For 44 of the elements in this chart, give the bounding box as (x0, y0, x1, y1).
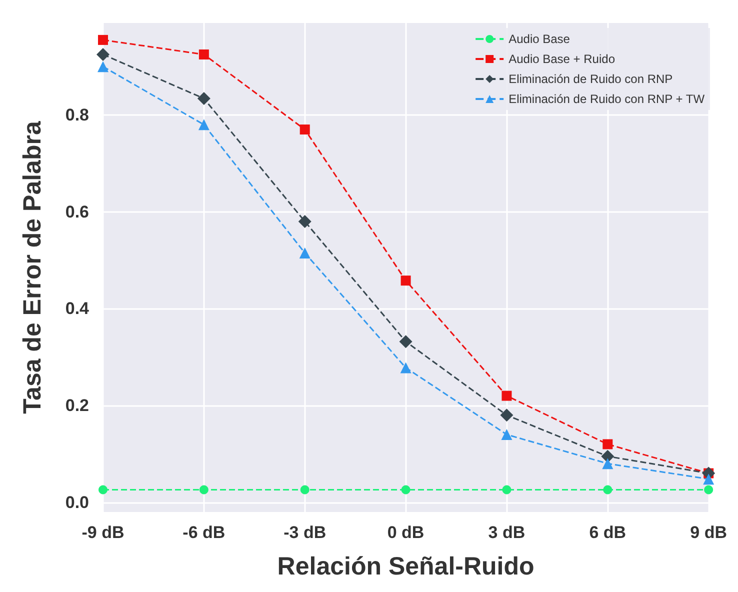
point (197, 92, 210, 106)
y-tick-label: 0.4 (65, 299, 90, 318)
point (602, 458, 614, 470)
point (300, 485, 310, 494)
point (300, 124, 310, 135)
point (500, 408, 514, 422)
point (502, 390, 512, 401)
x-tick-label: 0 dB (387, 523, 424, 542)
point (401, 485, 410, 494)
point (199, 485, 208, 494)
legend-label: Audio Base (508, 32, 570, 46)
x-tick-label: 9 dB (690, 523, 728, 542)
point (198, 49, 209, 60)
x-axis-title: Relación Señal-Ruido (277, 552, 534, 580)
x-tick-label: -3 dB (284, 523, 326, 542)
point (703, 474, 714, 485)
point (502, 485, 512, 494)
point (602, 439, 613, 450)
point (98, 485, 108, 494)
x-tick-label: -9 dB (82, 523, 124, 542)
point (298, 215, 312, 228)
point (299, 247, 310, 258)
point (98, 61, 108, 72)
x-tick-label: 3 dB (488, 523, 526, 542)
y-tick-label: 0.0 (65, 492, 89, 512)
y-tick-label: 0.8 (65, 105, 89, 124)
y-axis-title: Tasa de Error de Palabra (18, 120, 46, 414)
legend-label: Eliminación de Ruido con RNP (508, 72, 673, 86)
x-tick-label: 6 dB (589, 523, 626, 542)
point (400, 362, 412, 374)
point (601, 450, 614, 463)
point (198, 119, 210, 130)
point (603, 485, 612, 494)
point (399, 335, 412, 348)
point (98, 34, 108, 45)
point (501, 429, 512, 440)
point (704, 485, 714, 494)
point (96, 48, 110, 61)
legend-label: Eliminación de Ruido con RNP + TW (508, 92, 706, 106)
y-tick-label: 0.2 (65, 396, 89, 415)
point (400, 276, 411, 286)
legend-label: Audio Base + Ruido (508, 52, 616, 66)
x-tick-label: -6 dB (182, 523, 226, 542)
y-tick-label: 0.6 (65, 202, 89, 222)
